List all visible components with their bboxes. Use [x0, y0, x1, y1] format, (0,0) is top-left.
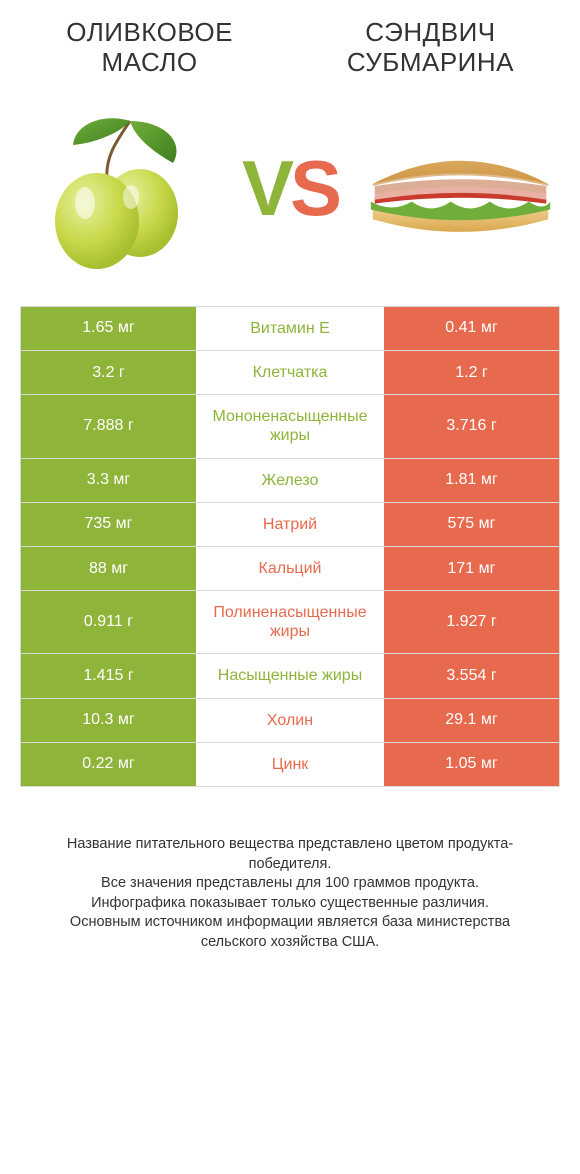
footer-line: Все значения представлены для 100 граммо…: [36, 874, 544, 894]
nutrient-label: Железо: [196, 459, 384, 502]
table-row: 0.22 мгЦинк1.05 мг: [21, 743, 559, 786]
left-value-cell: 3.3 мг: [21, 459, 196, 502]
nutrient-label: Насыщенные жиры: [196, 654, 384, 697]
left-value-cell: 0.911 г: [21, 591, 196, 653]
left-value-cell: 735 мг: [21, 503, 196, 546]
table-row: 735 мгНатрий575 мг: [21, 503, 559, 547]
nutrient-label: Клетчатка: [196, 351, 384, 394]
vs-label: VS: [242, 149, 338, 227]
nutrient-label: Витамин E: [196, 307, 384, 350]
nutrient-label: Мононенасыщенные жиры: [196, 395, 384, 457]
olives-icon: [35, 103, 205, 273]
left-value-cell: 10.3 мг: [21, 699, 196, 742]
vs-v: V: [242, 144, 290, 232]
left-product-image: [20, 98, 220, 278]
right-value-cell: 3.716 г: [384, 395, 559, 457]
right-value-cell: 575 мг: [384, 503, 559, 546]
sandwich-icon: [363, 128, 558, 248]
left-product-title: ОЛИВКОВОЕ МАСЛО: [20, 18, 279, 78]
nutrient-label: Натрий: [196, 503, 384, 546]
right-value-cell: 1.81 мг: [384, 459, 559, 502]
table-row: 3.2 гКлетчатка1.2 г: [21, 351, 559, 395]
table-row: 0.911 гПолиненасыщенные жиры1.927 г: [21, 591, 559, 654]
nutrient-label: Кальций: [196, 547, 384, 590]
left-value-cell: 7.888 г: [21, 395, 196, 457]
right-product-image: [360, 98, 560, 278]
right-value-cell: 1.2 г: [384, 351, 559, 394]
nutrient-label: Цинк: [196, 743, 384, 786]
table-row: 7.888 гМононенасыщенные жиры3.716 г: [21, 395, 559, 458]
table-row: 88 мгКальций171 мг: [21, 547, 559, 591]
footer-notes: Название питательного вещества представл…: [20, 835, 560, 952]
comparison-table: 1.65 мгВитамин E0.41 мг3.2 гКлетчатка1.2…: [20, 306, 560, 787]
infographic-root: ОЛИВКОВОЕ МАСЛО СЭНДВИЧ СУБМАРИНА: [0, 0, 580, 972]
footer-line: Основным источником информации является …: [36, 913, 544, 952]
nutrient-label: Холин: [196, 699, 384, 742]
right-value-cell: 3.554 г: [384, 654, 559, 697]
vs-s: S: [290, 144, 338, 232]
left-value-cell: 0.22 мг: [21, 743, 196, 786]
footer-line: Название питательного вещества представл…: [36, 835, 544, 874]
table-row: 3.3 мгЖелезо1.81 мг: [21, 459, 559, 503]
left-value-cell: 88 мг: [21, 547, 196, 590]
right-value-cell: 29.1 мг: [384, 699, 559, 742]
right-value-cell: 1.05 мг: [384, 743, 559, 786]
nutrient-label: Полиненасыщенные жиры: [196, 591, 384, 653]
left-value-cell: 1.65 мг: [21, 307, 196, 350]
right-product-title: СЭНДВИЧ СУБМАРИНА: [301, 18, 560, 78]
right-value-cell: 0.41 мг: [384, 307, 559, 350]
titles-row: ОЛИВКОВОЕ МАСЛО СЭНДВИЧ СУБМАРИНА: [20, 18, 560, 78]
table-row: 1.65 мгВитамин E0.41 мг: [21, 307, 559, 351]
table-row: 1.415 гНасыщенные жиры3.554 г: [21, 654, 559, 698]
table-row: 10.3 мгХолин29.1 мг: [21, 699, 559, 743]
left-value-cell: 3.2 г: [21, 351, 196, 394]
left-value-cell: 1.415 г: [21, 654, 196, 697]
right-value-cell: 171 мг: [384, 547, 559, 590]
right-value-cell: 1.927 г: [384, 591, 559, 653]
hero-row: VS: [20, 88, 560, 288]
footer-line: Инфографика показывает только существенн…: [36, 894, 544, 914]
